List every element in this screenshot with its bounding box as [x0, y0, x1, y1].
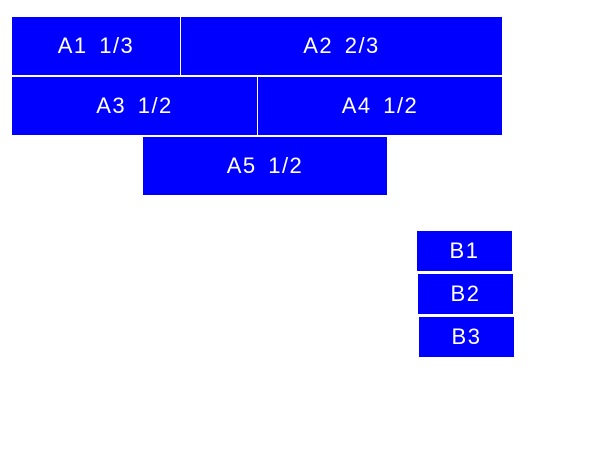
box-a2: A2 2/3	[181, 17, 502, 75]
box-a4: A4 1/2	[258, 77, 502, 135]
box-label: A1 1/3	[57, 33, 135, 58]
box-label: B2	[450, 281, 481, 306]
box-a5: A5 1/2	[143, 137, 387, 195]
box-b2: B2	[418, 274, 513, 314]
box-label: A2 2/3	[303, 33, 380, 58]
box-a1: A1 1/3	[12, 17, 180, 75]
box-label: A4 1/2	[341, 93, 419, 118]
box-label: B1	[449, 238, 480, 263]
box-b1: B1	[417, 231, 512, 271]
box-label: B3	[451, 324, 482, 349]
box-label: A5 1/2	[226, 153, 304, 178]
box-b3: B3	[419, 317, 514, 357]
box-a3: A3 1/2	[12, 77, 257, 135]
box-label: A3 1/2	[96, 93, 173, 118]
